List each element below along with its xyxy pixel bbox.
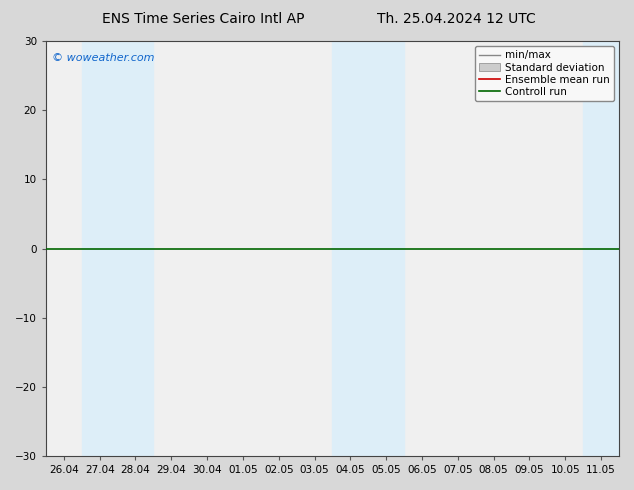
Bar [368, 41, 404, 456]
Legend: min/max, Standard deviation, Ensemble mean run, Controll run: min/max, Standard deviation, Ensemble me… [475, 46, 614, 101]
Bar [82, 41, 117, 456]
Bar [583, 41, 619, 456]
Text: ENS Time Series Cairo Intl AP: ENS Time Series Cairo Intl AP [101, 12, 304, 26]
Bar [332, 41, 368, 456]
Bar [117, 41, 153, 456]
Text: © woweather.com: © woweather.com [51, 53, 154, 64]
Text: Th. 25.04.2024 12 UTC: Th. 25.04.2024 12 UTC [377, 12, 536, 26]
